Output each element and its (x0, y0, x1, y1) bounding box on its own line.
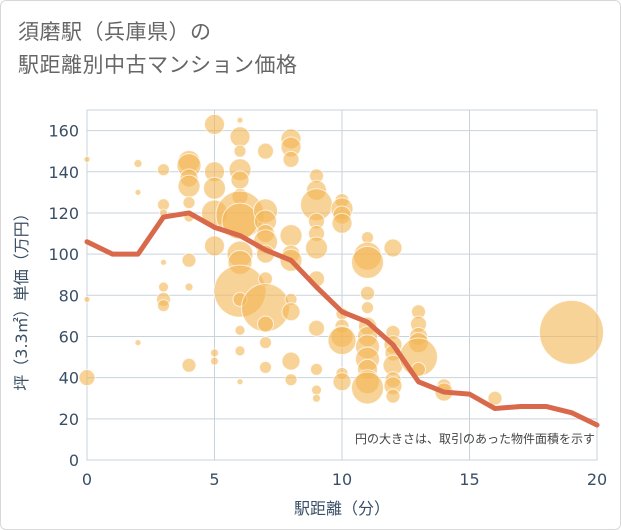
chart-title-line1: 須磨駅（兵庫県）の (18, 20, 212, 44)
bubble-point (236, 116, 244, 124)
bubble-point (177, 174, 201, 198)
bubble-point (233, 144, 247, 158)
bubble-point (259, 360, 272, 374)
x-tick-label: 20 (587, 470, 607, 489)
bubble-point (182, 196, 196, 210)
bubble-point (133, 159, 143, 169)
bubble-point (204, 235, 225, 257)
bubble-point (539, 299, 604, 365)
y-tick-label: 120 (48, 204, 79, 223)
bubble-point (360, 285, 375, 301)
chart-title-line2: 駅距離別中古マンション価格 (18, 53, 298, 77)
x-tick-label: 5 (209, 470, 219, 489)
bubble-point (351, 245, 384, 279)
bubble-point (210, 356, 219, 366)
bubble-point (236, 378, 244, 386)
bubble-point (311, 384, 322, 396)
bubble-point (203, 176, 226, 200)
y-tick-label: 40 (59, 369, 79, 388)
x-axis-title: 駅距離（分） (294, 499, 390, 518)
bubble-point (158, 281, 169, 293)
y-tick-label: 140 (48, 163, 79, 182)
bubble-point (134, 339, 142, 347)
x-tick-label: 15 (459, 470, 479, 489)
bubble-point (284, 373, 298, 387)
bubble-point (308, 319, 325, 337)
bubble-point (257, 142, 274, 160)
bubble-point (204, 113, 225, 135)
bubble-point (257, 315, 274, 333)
bubble-point (327, 326, 357, 356)
bubble-point (184, 282, 194, 292)
y-tick-label: 100 (48, 245, 79, 264)
bubble-point (383, 238, 403, 258)
bubble-point (134, 188, 142, 196)
bubble-point (305, 236, 328, 260)
bubble-point (259, 336, 272, 350)
y-tick-label: 60 (59, 327, 79, 346)
bubble-point (332, 372, 352, 392)
bubble-point (282, 150, 300, 168)
bubble-point (157, 299, 170, 313)
x-tick-label: 0 (82, 470, 92, 489)
y-axis-title: 坪（3.3㎡）単価（万円） (12, 205, 31, 390)
bubble-point (331, 212, 353, 234)
bubble-point (230, 170, 250, 190)
bubble-point (157, 163, 170, 177)
bubble-point (281, 351, 301, 371)
tick-labels: 0 20 40 60 80 100 120 140 160 0 5 10 15 20 (48, 122, 607, 489)
bubble-point (78, 369, 96, 387)
bubble-point (310, 362, 323, 376)
bubble-point (181, 252, 197, 268)
bubble-point (279, 224, 303, 248)
bubble-point (351, 371, 384, 405)
average-price-line (84, 210, 600, 428)
bubble-size-note: 円の大きさは、取引のあった物件面積を示す (355, 431, 595, 446)
bubble-point (361, 301, 374, 315)
bubble-point (234, 324, 246, 336)
bubble-point (181, 357, 197, 373)
trend-line-layer (84, 210, 600, 428)
bubble-point (385, 388, 401, 404)
bubble-point (210, 348, 219, 358)
bubble-point (229, 126, 251, 148)
y-tick-label: 160 (48, 122, 79, 141)
bubble-point (160, 258, 167, 266)
bubble-point (312, 393, 321, 403)
bubble-point (83, 155, 91, 163)
bubble-point (487, 390, 503, 406)
y-tick-label: 20 (59, 410, 79, 429)
bubble-point (83, 295, 91, 303)
bubble-point (281, 302, 301, 322)
chart-title: 須磨駅（兵庫県）の 駅距離別中古マンション価格 (18, 16, 298, 82)
x-tick-label: 10 (332, 470, 352, 489)
y-tick-label: 80 (59, 286, 79, 305)
y-tick-label: 0 (69, 451, 79, 470)
bubble-point (234, 345, 246, 357)
bubble-layer (78, 113, 604, 406)
